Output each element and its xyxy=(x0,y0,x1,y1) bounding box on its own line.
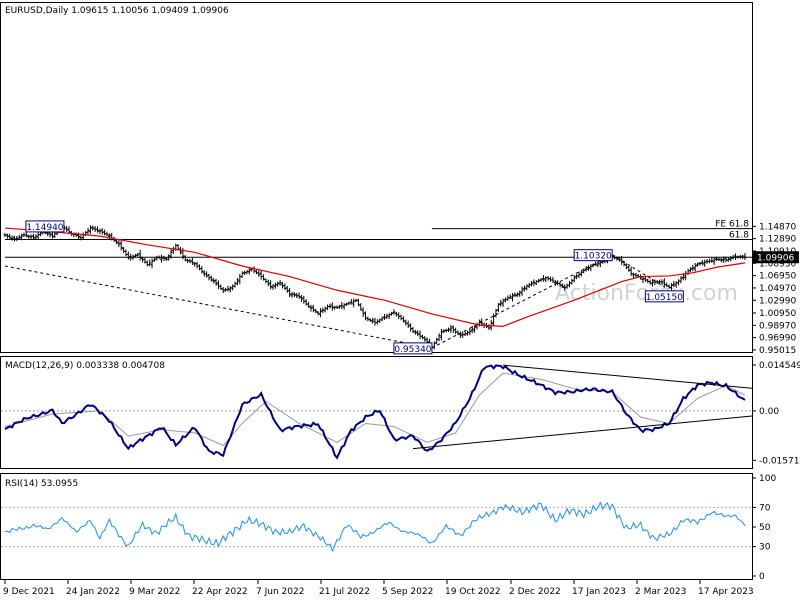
date-tick-label: 24 Jan 2022 xyxy=(66,587,120,597)
price-tick-label: 1.04970 xyxy=(759,284,796,294)
moving-average-line xyxy=(4,227,746,327)
price-tick-label: 1.12890 xyxy=(759,235,796,245)
dotted-trendline xyxy=(611,254,665,288)
rsi-header: RSI(14) 53.0955 xyxy=(5,479,78,489)
date-tick-label: 9 Dec 2021 xyxy=(3,587,55,597)
price-annotation: 1.10320 xyxy=(575,252,612,262)
price-tick-label: 0.96990 xyxy=(759,334,796,344)
price-tick-label: 1.06950 xyxy=(759,272,796,282)
axis-layer: 1.148701.128901.109101.089301.069501.049… xyxy=(3,222,800,597)
price-annotation: 1.14940 xyxy=(26,223,63,233)
price-tick-label: 0.95015 xyxy=(759,346,796,356)
price-tick-label: 1.08930 xyxy=(759,259,796,269)
price-annotation-box xyxy=(573,249,613,262)
date-tick-label: 2 Dec 2022 xyxy=(509,587,561,597)
price-chart-header: EURUSD,Daily 1.09615 1.10056 1.09409 1.0… xyxy=(5,6,229,16)
date-tick-label: 2 Mar 2023 xyxy=(635,587,686,597)
price-annotation-box xyxy=(644,290,684,303)
macd-layer xyxy=(1,364,753,460)
price-panel xyxy=(0,2,753,353)
date-tick-label: 17 Apr 2023 xyxy=(698,587,754,597)
dotted-trendline xyxy=(431,254,613,349)
price-annotation-box xyxy=(393,342,433,355)
date-tick-label: 22 Apr 2022 xyxy=(192,587,248,597)
price-annotation-box xyxy=(25,220,65,233)
macd-header: MACD(12,26,9) 0.003338 0.004708 xyxy=(5,361,165,371)
macd-panel xyxy=(0,356,753,469)
date-tick-label: 9 Mar 2022 xyxy=(129,587,180,597)
price-tick-label: 1.00950 xyxy=(759,309,796,319)
date-tick-label: 21 Jul 2022 xyxy=(319,587,370,597)
date-tick-label: 7 Jun 2022 xyxy=(256,587,304,597)
date-tick-label: 17 Jan 2023 xyxy=(572,587,626,597)
fib-level-label: 61.8 xyxy=(729,231,749,241)
rsi-tick-label: 100 xyxy=(759,474,776,484)
macd-trendline xyxy=(503,364,753,389)
macd-tick-label: 0.00 xyxy=(759,407,779,417)
price-layer: FE 61.861.8 1.14940 1.10320 1.05150 0.95340 xyxy=(3,220,752,355)
macd-trendline xyxy=(412,415,753,450)
price-tick-label: 1.14870 xyxy=(759,222,796,232)
price-annotation: 1.05150 xyxy=(646,293,683,303)
rsi-tick-label: 30 xyxy=(759,543,771,553)
macd-tick-label: 0.014549 xyxy=(759,361,800,371)
macd-tick-label: -0.015712 xyxy=(759,456,800,466)
rsi-tick-label: 70 xyxy=(759,503,771,513)
macd-signal-line xyxy=(4,372,746,447)
rsi-tick-label: 50 xyxy=(759,523,771,533)
fib-level-label: FE 61.8 xyxy=(715,220,749,230)
price-tick-label: 0.98970 xyxy=(759,321,796,331)
date-tick-label: 19 Oct 2022 xyxy=(445,587,501,597)
current-price-label: 1.09906 xyxy=(757,253,794,263)
macd-main-line xyxy=(4,364,746,460)
rsi-layer xyxy=(1,501,752,553)
dotted-trendline xyxy=(4,265,433,349)
date-tick-label: 5 Sep 2022 xyxy=(382,587,433,597)
current-price-box xyxy=(753,251,799,264)
price-annotation: 0.95340 xyxy=(394,345,431,355)
rsi-tick-label: 0 xyxy=(759,572,765,582)
price-tick-label: 1.02990 xyxy=(759,296,796,306)
rsi-line xyxy=(4,501,746,553)
